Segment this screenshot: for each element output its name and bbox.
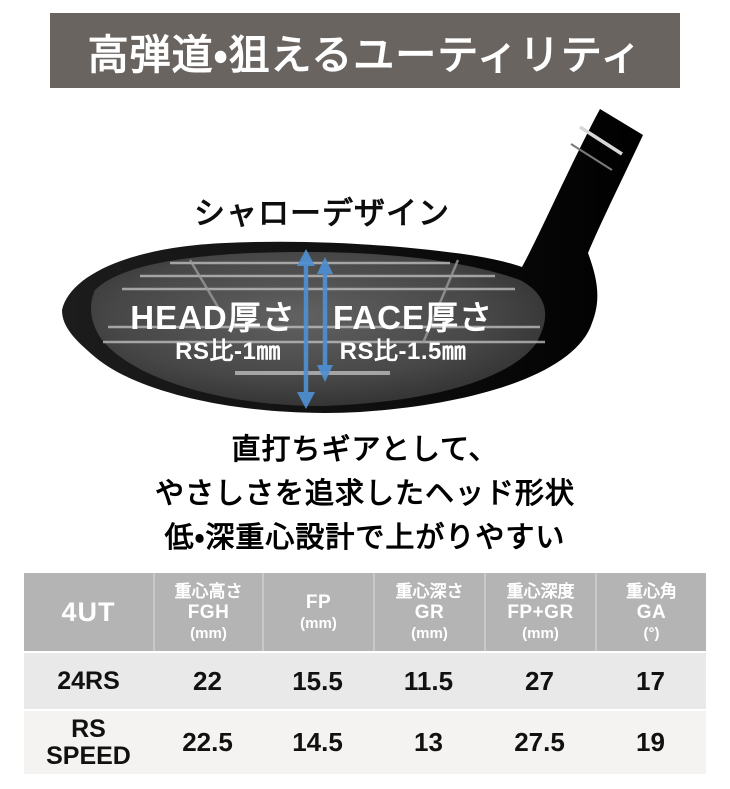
cell-value: 22	[193, 665, 222, 696]
cell-value: 15.5	[292, 665, 343, 696]
face-thickness-arrow	[317, 257, 333, 382]
header-cell-fp: FP (mm)	[262, 573, 373, 651]
row-label-24rs: 24RS	[57, 666, 120, 695]
thickness-arrows	[297, 249, 333, 409]
club-face	[90, 252, 546, 406]
cell-value: 22.5	[182, 727, 233, 757]
face-alignment-marks	[188, 259, 460, 344]
ferrule-rings	[570, 125, 623, 171]
header-cell-fgh: 重心高さ FGH (mm)	[153, 573, 262, 651]
table-row: RS SPEED 22.5 14.5 13 27.5 19	[24, 709, 706, 774]
face-thickness-value: RS比-1.5㎜	[339, 338, 467, 365]
shallow-design-caption: シャローデザイン	[194, 196, 450, 231]
table-row: 24RS 22 15.5 11.5 27 17	[24, 651, 706, 709]
head-thickness-label: HEAD厚さ	[130, 299, 296, 336]
header-cell-4ut: 4UT	[61, 596, 116, 627]
cell-value: 14.5	[292, 727, 343, 757]
cell-value: 27.5	[514, 727, 565, 757]
cell-value: 27	[525, 665, 554, 696]
description-line-2: やさしさを追求したヘッド形状	[154, 478, 575, 510]
page-title: 高弾道・狙えるユーティリティ	[87, 31, 643, 78]
cell-value: 19	[636, 727, 665, 757]
header-banner: 高弾道・狙えるユーティリティ	[50, 13, 680, 88]
header-cell-gr: 重心深さ GR (mm)	[373, 573, 484, 651]
face-thickness-label: FACE厚さ	[332, 299, 493, 336]
description-block: 直打ちギアとして、 やさしさを追求したヘッド形状 低・深重心設計で上がりやすい	[0, 428, 730, 560]
row-label-rs-speed: RS SPEED	[46, 714, 131, 770]
description-line-3: 低・深重心設計で上がりやすい	[164, 522, 566, 554]
spec-table-header: 4UT 重心高さ FGH (mm) FP (mm) 重心深さ GR (mm) 重…	[24, 573, 706, 651]
head-thickness-value: RS比-1㎜	[175, 338, 281, 365]
head-thickness-arrow	[297, 249, 315, 409]
spec-table: 4UT 重心高さ FGH (mm) FP (mm) 重心深さ GR (mm) 重…	[24, 573, 706, 774]
cell-value: 13	[414, 727, 443, 757]
cell-value: 11.5	[403, 665, 454, 696]
header-cell-fpgr: 重心深度 FP+GR (mm)	[484, 573, 595, 651]
club-head-illustration	[62, 109, 643, 413]
header-cell-ga: 重心角 GA (°)	[595, 573, 706, 651]
club-figure: シャローデザイン HEAD厚さ RS比-1㎜ FACE厚さ RS比-1.5㎜	[0, 95, 730, 430]
cell-value: 17	[636, 665, 665, 696]
description-line-1: 直打ちギアとして、	[231, 434, 499, 466]
